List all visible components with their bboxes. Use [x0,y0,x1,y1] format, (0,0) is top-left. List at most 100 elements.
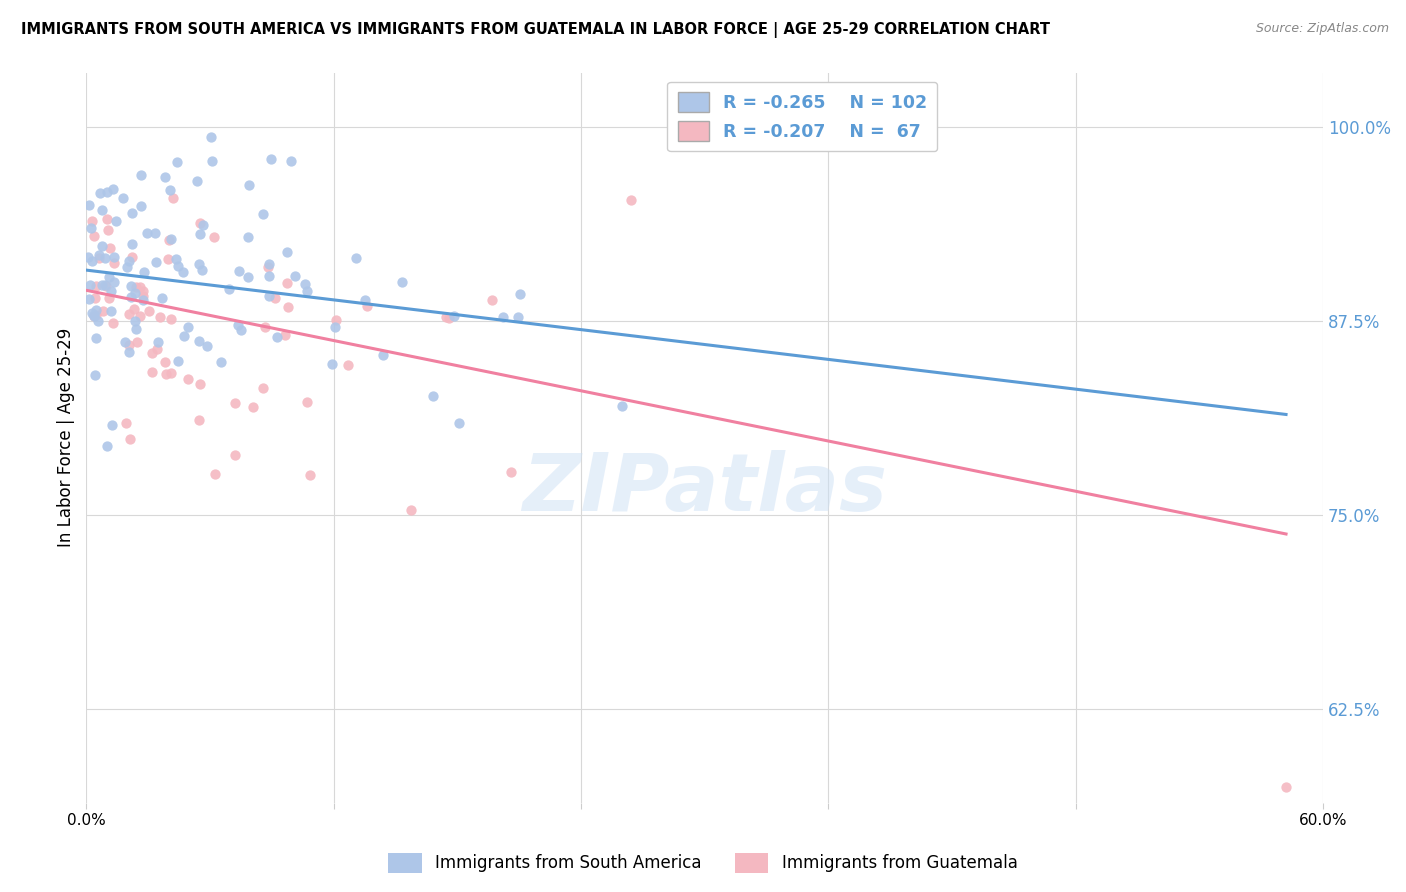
Point [224,396,246,410]
Point [399,503,422,517]
Y-axis label: In Labor Force | Age 25-29: In Labor Force | Age 25-29 [58,328,75,548]
Point [226,318,249,333]
Point [321,358,343,372]
Point [257,269,280,284]
Point [160,312,183,326]
Point [280,153,302,168]
Point [98,241,121,255]
Point [129,199,152,213]
Point [129,279,152,293]
Point [97,223,120,237]
Point [209,355,232,369]
Point [94,278,117,293]
Point [80,306,103,320]
Point [191,263,214,277]
Point [141,346,163,360]
Point [299,468,322,483]
Text: Source: ZipAtlas.com: Source: ZipAtlas.com [1256,22,1389,36]
Point [132,293,155,307]
Point [277,300,299,314]
Point [229,323,252,337]
Point [201,153,224,168]
Point [295,395,318,409]
Point [492,310,515,324]
Point [173,328,195,343]
Point [114,334,136,349]
Point [187,412,209,426]
Point [83,309,105,323]
Point [224,448,246,462]
Point [84,308,107,322]
Point [252,381,274,395]
Legend: R = -0.265    N = 102, R = -0.207    N =  67: R = -0.265 N = 102, R = -0.207 N = 67 [666,82,938,152]
Point [508,310,530,324]
Point [242,400,264,414]
Point [259,257,281,271]
Point [84,278,107,293]
Point [80,213,103,227]
Point [1275,780,1298,794]
Point [356,300,378,314]
Point [132,289,155,303]
Point [156,252,179,267]
Point [118,345,141,359]
Point [228,263,250,277]
Point [218,282,240,296]
Point [118,254,141,268]
Point [83,308,105,322]
Point [264,291,287,305]
Point [124,313,146,327]
Point [159,183,181,197]
Point [83,310,105,324]
Point [391,276,413,290]
Point [79,197,101,211]
Point [124,286,146,301]
Point [90,239,112,253]
Point [284,269,307,284]
Point [297,285,319,299]
Point [96,186,118,200]
Point [103,275,125,289]
Point [115,260,138,274]
Point [155,169,177,184]
Point [146,335,169,350]
Point [134,265,156,279]
Point [100,284,122,298]
Point [96,439,118,453]
Point [122,301,145,316]
Point [83,228,105,243]
Text: IMMIGRANTS FROM SOUTH AMERICA VS IMMIGRANTS FROM GUATEMALA IN LABOR FORCE | AGE : IMMIGRANTS FROM SOUTH AMERICA VS IMMIGRA… [21,22,1050,38]
Point [373,348,395,362]
Point [143,227,166,241]
Point [188,227,211,241]
Point [437,311,460,326]
Text: ZIPatlas: ZIPatlas [522,450,887,528]
Point [89,186,111,200]
Point [118,307,141,321]
Point [273,328,295,343]
Point [145,342,167,356]
Point [91,202,114,217]
Point [91,278,114,293]
Point [103,256,125,270]
Point [118,338,141,352]
Point [145,255,167,269]
Point [141,365,163,379]
Point [77,250,100,264]
Point [620,193,643,207]
Point [344,251,367,265]
Point [84,331,107,345]
Point [195,339,218,353]
Point [97,291,120,305]
Point [155,355,177,369]
Point [434,310,457,324]
Point [612,400,634,414]
Point [83,292,105,306]
Point [98,269,121,284]
Point [87,248,110,262]
Point [149,310,172,325]
Point [104,214,127,228]
Point [188,257,211,271]
Point [166,155,188,169]
Point [159,367,181,381]
